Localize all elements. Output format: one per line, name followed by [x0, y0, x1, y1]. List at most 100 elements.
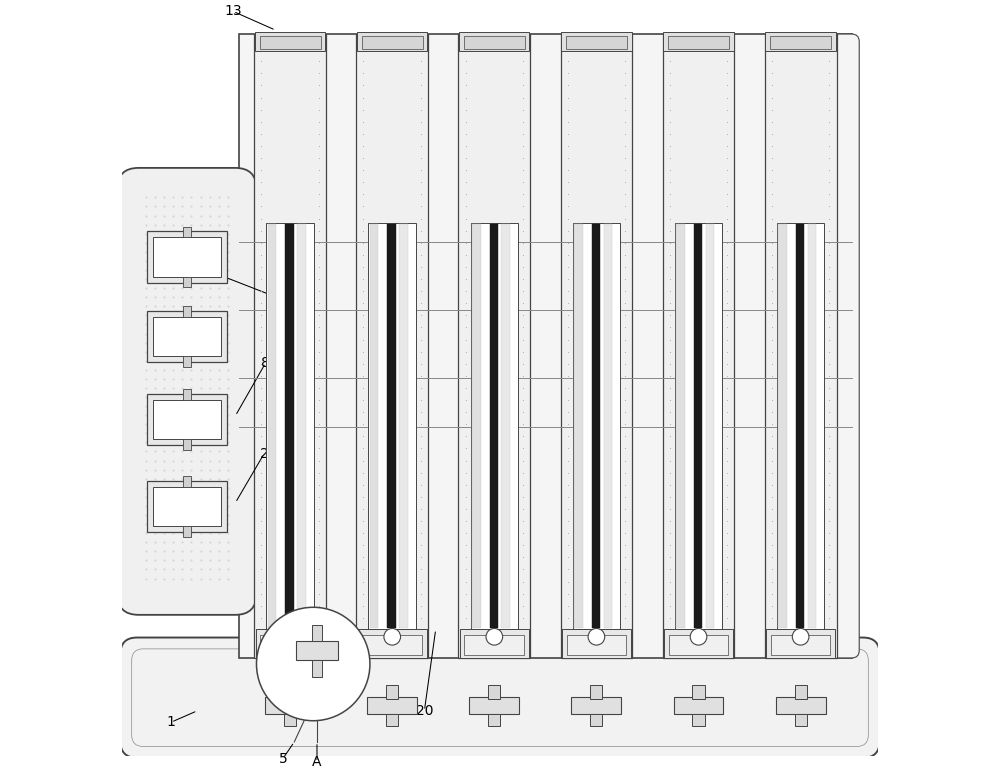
- Bar: [469, 697, 519, 714]
- Text: 5: 5: [279, 752, 287, 766]
- Bar: [566, 35, 627, 49]
- Bar: [362, 635, 422, 655]
- Bar: [284, 714, 296, 726]
- Bar: [795, 685, 807, 699]
- Bar: [358, 629, 427, 658]
- Bar: [183, 276, 191, 287]
- Bar: [765, 34, 837, 658]
- Bar: [285, 224, 294, 627]
- Circle shape: [384, 628, 401, 645]
- Bar: [668, 35, 729, 49]
- Bar: [472, 224, 481, 627]
- Bar: [387, 224, 396, 627]
- Bar: [183, 526, 191, 537]
- Bar: [356, 34, 428, 658]
- Bar: [255, 31, 325, 51]
- Bar: [260, 635, 320, 655]
- Bar: [153, 400, 221, 439]
- Bar: [183, 306, 191, 317]
- Bar: [488, 685, 500, 699]
- Bar: [464, 35, 525, 49]
- Bar: [674, 697, 723, 714]
- Bar: [362, 35, 423, 49]
- Bar: [692, 714, 705, 726]
- Circle shape: [588, 628, 605, 645]
- Bar: [669, 635, 728, 655]
- Bar: [368, 223, 416, 629]
- Bar: [770, 35, 831, 49]
- Bar: [265, 697, 315, 714]
- Bar: [153, 487, 221, 526]
- Bar: [771, 635, 830, 655]
- Bar: [297, 224, 306, 627]
- Bar: [183, 389, 191, 400]
- Bar: [183, 476, 191, 487]
- Bar: [183, 227, 191, 237]
- Text: 13: 13: [224, 5, 242, 18]
- Bar: [268, 224, 276, 627]
- Bar: [260, 35, 321, 49]
- Bar: [183, 439, 191, 450]
- Bar: [561, 31, 632, 51]
- Bar: [590, 685, 602, 699]
- Bar: [765, 31, 836, 51]
- Bar: [561, 34, 632, 658]
- Bar: [460, 629, 529, 658]
- Bar: [312, 624, 322, 641]
- Bar: [706, 224, 714, 627]
- Bar: [676, 224, 685, 627]
- Bar: [284, 685, 296, 699]
- Bar: [254, 34, 326, 658]
- FancyBboxPatch shape: [117, 168, 256, 615]
- Circle shape: [256, 607, 370, 720]
- Text: A: A: [312, 755, 322, 768]
- Bar: [694, 224, 702, 627]
- Bar: [664, 629, 733, 658]
- Bar: [663, 31, 734, 51]
- Bar: [370, 224, 378, 627]
- Bar: [592, 224, 600, 627]
- Bar: [147, 394, 227, 445]
- Bar: [153, 237, 221, 276]
- Bar: [567, 635, 626, 655]
- Text: 2: 2: [260, 447, 268, 461]
- Bar: [386, 685, 398, 699]
- Circle shape: [486, 628, 503, 645]
- Bar: [604, 224, 612, 627]
- Circle shape: [690, 628, 707, 645]
- Bar: [399, 224, 408, 627]
- Bar: [367, 697, 417, 714]
- Circle shape: [792, 628, 809, 645]
- Bar: [471, 223, 518, 629]
- Bar: [357, 31, 427, 51]
- Bar: [571, 697, 621, 714]
- Bar: [501, 224, 510, 627]
- Bar: [488, 714, 500, 726]
- Text: 7: 7: [198, 261, 207, 276]
- Bar: [490, 224, 498, 627]
- Bar: [574, 224, 583, 627]
- Bar: [386, 714, 398, 726]
- Bar: [808, 224, 816, 627]
- Text: 20: 20: [416, 704, 433, 718]
- Bar: [153, 317, 221, 356]
- Bar: [776, 697, 826, 714]
- Bar: [266, 223, 314, 629]
- Bar: [147, 481, 227, 532]
- Bar: [464, 635, 524, 655]
- Bar: [147, 231, 227, 283]
- Bar: [766, 629, 835, 658]
- Bar: [573, 223, 620, 629]
- Bar: [692, 685, 705, 699]
- Text: 8: 8: [261, 356, 270, 370]
- Bar: [458, 34, 530, 658]
- Bar: [675, 223, 722, 629]
- Bar: [663, 34, 734, 658]
- Bar: [777, 223, 824, 629]
- Circle shape: [282, 628, 298, 645]
- Bar: [147, 311, 227, 362]
- Bar: [183, 356, 191, 367]
- FancyBboxPatch shape: [120, 637, 880, 758]
- Bar: [796, 224, 804, 627]
- Bar: [590, 714, 602, 726]
